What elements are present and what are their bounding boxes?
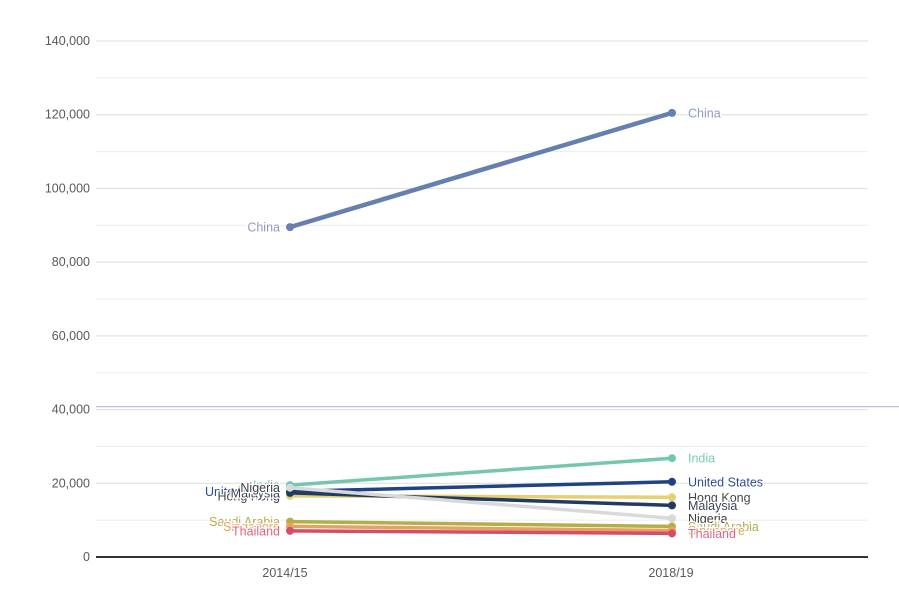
series-label-right-hong-kong: Hong Kong [688, 491, 751, 505]
data-point-india-end[interactable] [668, 454, 676, 463]
series-line-singapore[interactable] [288, 524, 674, 533]
series-label-right-singapore: Singapore [688, 524, 745, 538]
series-line-china[interactable] [287, 110, 675, 230]
y-axis-tick-label: 60,000 [52, 329, 90, 343]
series-label-left-thailand: Thailand [232, 524, 280, 538]
y-axis-tick-label: 120,000 [45, 108, 90, 122]
y-axis-tick-label: 40,000 [52, 403, 90, 417]
series-label-right-united-states: United States [688, 475, 763, 489]
series-label-left-saudi-arabia: Saudi Arabia [209, 515, 280, 529]
series-line-india[interactable] [288, 456, 674, 487]
data-point-china-start[interactable] [286, 223, 294, 232]
series-label-left-hong-kong: Hong Kong [217, 489, 280, 503]
series-line-thailand[interactable] [288, 529, 674, 536]
data-point-united-states-end[interactable] [668, 477, 676, 486]
data-point-nigeria-start[interactable] [286, 483, 294, 492]
x-axis-tick-label: 2018/19 [648, 566, 693, 580]
x-axis-tick-label: 2014/15 [262, 566, 307, 580]
series-line-saudi-arabia[interactable] [288, 519, 674, 529]
data-point-china-end[interactable] [668, 108, 676, 117]
series-line-nigeria[interactable] [288, 485, 674, 521]
series-label-left-united-states: United States [205, 485, 280, 499]
series-label-left-china: China [247, 221, 280, 235]
series-label-right-nigeria: Nigeria [688, 512, 728, 526]
data-point-hong-kong-end[interactable] [668, 493, 676, 502]
series-label-left-singapore: Singapore [223, 520, 280, 534]
y-axis-tick-label: 100,000 [45, 181, 90, 195]
series-label-right-india: India [688, 452, 715, 466]
series-label-left-nigeria: Nigeria [240, 481, 280, 495]
series-label-left-india: India [253, 479, 280, 493]
series-line-malaysia[interactable] [288, 491, 674, 508]
y-axis-tick-label: 140,000 [45, 34, 90, 48]
series-label-right-malaysia: Malaysia [688, 499, 737, 513]
series-label-right-thailand: Thailand [688, 527, 736, 541]
data-point-thailand-end[interactable] [668, 529, 676, 538]
y-axis-tick-label: 80,000 [52, 255, 90, 269]
y-axis-tick-label: 0 [83, 550, 90, 564]
series-label-left-malaysia: Malaysia [231, 486, 280, 500]
data-point-nigeria-end[interactable] [668, 514, 676, 523]
data-point-thailand-start[interactable] [286, 526, 294, 535]
y-axis-tick-label: 20,000 [52, 476, 90, 490]
series-line-united-states[interactable] [288, 480, 674, 494]
series-label-right-china: China [688, 106, 721, 120]
series-label-right-saudi-arabia: Saudi Arabia [688, 520, 759, 534]
data-point-malaysia-end[interactable] [668, 501, 676, 510]
